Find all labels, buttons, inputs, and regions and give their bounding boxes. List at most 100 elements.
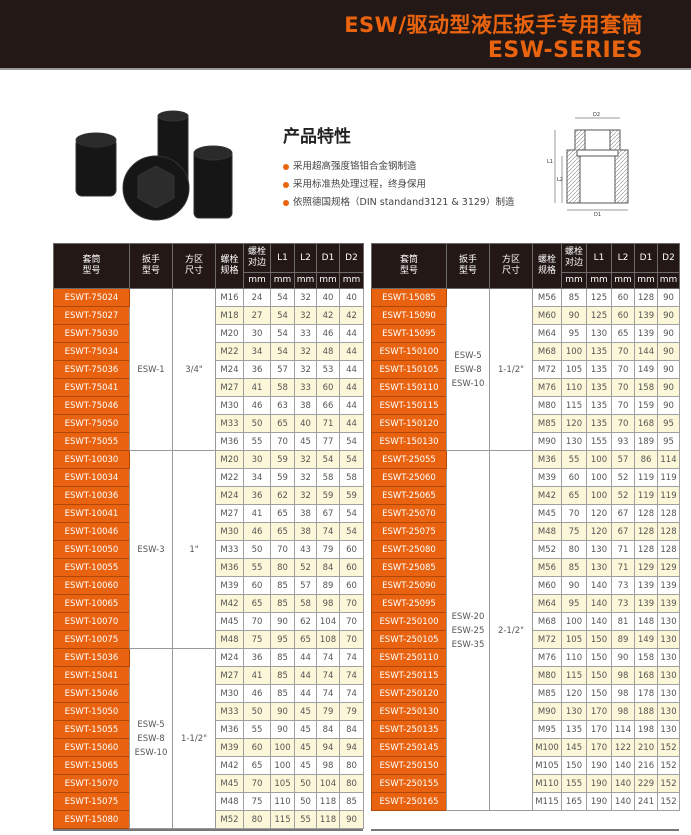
value-cell: 45 — [294, 702, 317, 721]
table-row: ESWT-15090 M60 90 125 60 139 90 — [371, 306, 680, 325]
value-cell: 75 — [243, 792, 271, 811]
table-row: ESWT-10034 M22 34 59 32 58 58 — [53, 468, 364, 487]
value-cell: 60 — [243, 576, 271, 595]
table-row: ESWT-75036 M24 36 57 32 53 44 — [53, 360, 364, 379]
value-cell: 70 — [611, 360, 635, 379]
model-cell: ESWT-25070 — [371, 504, 447, 523]
svg-text:L2: L2 — [557, 177, 563, 183]
value-cell: 42 — [316, 306, 340, 325]
value-cell: 44 — [339, 360, 364, 379]
bullet-icon — [283, 199, 289, 206]
model-cell: ESWT-250165 — [371, 792, 447, 811]
value-cell: M36 — [215, 720, 244, 739]
value-cell: 60 — [243, 738, 271, 757]
value-cell: M22 — [215, 342, 244, 361]
value-cell: M85 — [532, 414, 562, 433]
table-row: ESWT-250100 M68 100 140 81 148 130 — [371, 612, 680, 631]
value-cell: 178 — [634, 684, 658, 703]
value-cell: M68 — [532, 612, 562, 631]
value-cell: 27 — [243, 306, 271, 325]
value-cell: 168 — [634, 666, 658, 685]
value-cell: 130 — [586, 540, 612, 559]
value-cell: 128 — [634, 540, 658, 559]
value-cell: 90 — [561, 576, 587, 595]
value-cell: M24 — [215, 648, 244, 667]
value-cell: 50 — [294, 774, 317, 793]
value-cell: M30 — [215, 522, 244, 541]
value-cell: 118 — [316, 792, 340, 811]
value-cell: 128 — [634, 522, 658, 541]
value-cell: 125 — [586, 306, 612, 325]
col-model: 套筒 型号 — [53, 243, 130, 289]
value-cell: 150 — [586, 684, 612, 703]
table-row: ESWT-15055 M36 55 90 45 84 84 — [53, 720, 364, 739]
value-cell: 90 — [270, 702, 295, 721]
value-cell: 74 — [339, 648, 364, 667]
model-cell: ESWT-75036 — [53, 360, 130, 379]
value-cell: 79 — [339, 702, 364, 721]
value-cell: 168 — [634, 414, 658, 433]
value-cell: M20 — [215, 450, 244, 469]
wrench-model-cell: ESW-20 ESW-25 ESW-35 — [446, 450, 490, 811]
table-row: ESWT-15080 M52 80 115 55 118 90 — [53, 810, 364, 829]
value-cell: 79 — [316, 702, 340, 721]
value-cell: M68 — [532, 342, 562, 361]
model-cell: ESWT-15036 — [53, 648, 130, 667]
value-cell: M27 — [215, 504, 244, 523]
svg-text:L1: L1 — [547, 159, 553, 165]
value-cell: 170 — [586, 738, 612, 757]
table-row: ESWT-15070 M45 70 105 50 104 80 — [53, 774, 364, 793]
model-cell: ESWT-15075 — [53, 792, 130, 811]
model-cell: ESWT-75030 — [53, 324, 130, 343]
model-cell: ESWT-25060 — [371, 468, 447, 487]
value-cell: 98 — [316, 594, 340, 613]
table-row: ESWT-10041 M27 41 65 38 67 54 — [53, 504, 364, 523]
col-L2: L2 — [611, 243, 635, 273]
value-cell: 98 — [611, 684, 635, 703]
value-cell: M48 — [532, 522, 562, 541]
value-cell: 59 — [270, 450, 295, 469]
value-cell: 158 — [634, 378, 658, 397]
value-cell: 110 — [561, 648, 587, 667]
value-cell: 59 — [339, 486, 364, 505]
value-cell: 100 — [270, 756, 295, 775]
unit-label: mm — [243, 272, 271, 289]
value-cell: 189 — [634, 432, 658, 451]
value-cell: 100 — [270, 738, 295, 757]
value-cell: M39 — [215, 738, 244, 757]
value-cell: 80 — [339, 774, 364, 793]
value-cell: M80 — [532, 666, 562, 685]
value-cell: 119 — [657, 486, 680, 505]
value-cell: 57 — [270, 360, 295, 379]
value-cell: 150 — [586, 666, 612, 685]
value-cell: M76 — [532, 378, 562, 397]
value-cell: 46 — [243, 684, 271, 703]
value-cell: 120 — [561, 414, 587, 433]
value-cell: M20 — [215, 324, 244, 343]
value-cell: 70 — [270, 540, 295, 559]
table-row: ESWT-250155 M110 155 190 140 229 152 — [371, 774, 680, 793]
value-cell: 67 — [316, 504, 340, 523]
value-cell: 155 — [561, 774, 587, 793]
value-cell: 140 — [611, 774, 635, 793]
value-cell: 45 — [294, 756, 317, 775]
value-cell: 32 — [294, 450, 317, 469]
table-row: ESWT-25060 M39 60 100 52 119 119 — [371, 468, 680, 487]
table-row: ESWT-250105 M72 105 150 89 149 130 — [371, 630, 680, 649]
value-cell: M60 — [532, 576, 562, 595]
value-cell: 53 — [316, 360, 340, 379]
value-cell: 65 — [611, 324, 635, 343]
value-cell: M72 — [532, 630, 562, 649]
model-cell: ESWT-250145 — [371, 738, 447, 757]
value-cell: 50 — [243, 702, 271, 721]
value-cell: 128 — [657, 504, 680, 523]
svg-text:D2: D2 — [593, 112, 600, 118]
model-cell: ESWT-250130 — [371, 702, 447, 721]
value-cell: 58 — [316, 468, 340, 487]
value-cell: 65 — [270, 414, 295, 433]
value-cell: 118 — [316, 810, 340, 829]
model-cell: ESWT-75050 — [53, 414, 130, 433]
model-cell: ESWT-10050 — [53, 540, 130, 559]
value-cell: 46 — [243, 396, 271, 415]
model-cell: ESWT-250120 — [371, 684, 447, 703]
